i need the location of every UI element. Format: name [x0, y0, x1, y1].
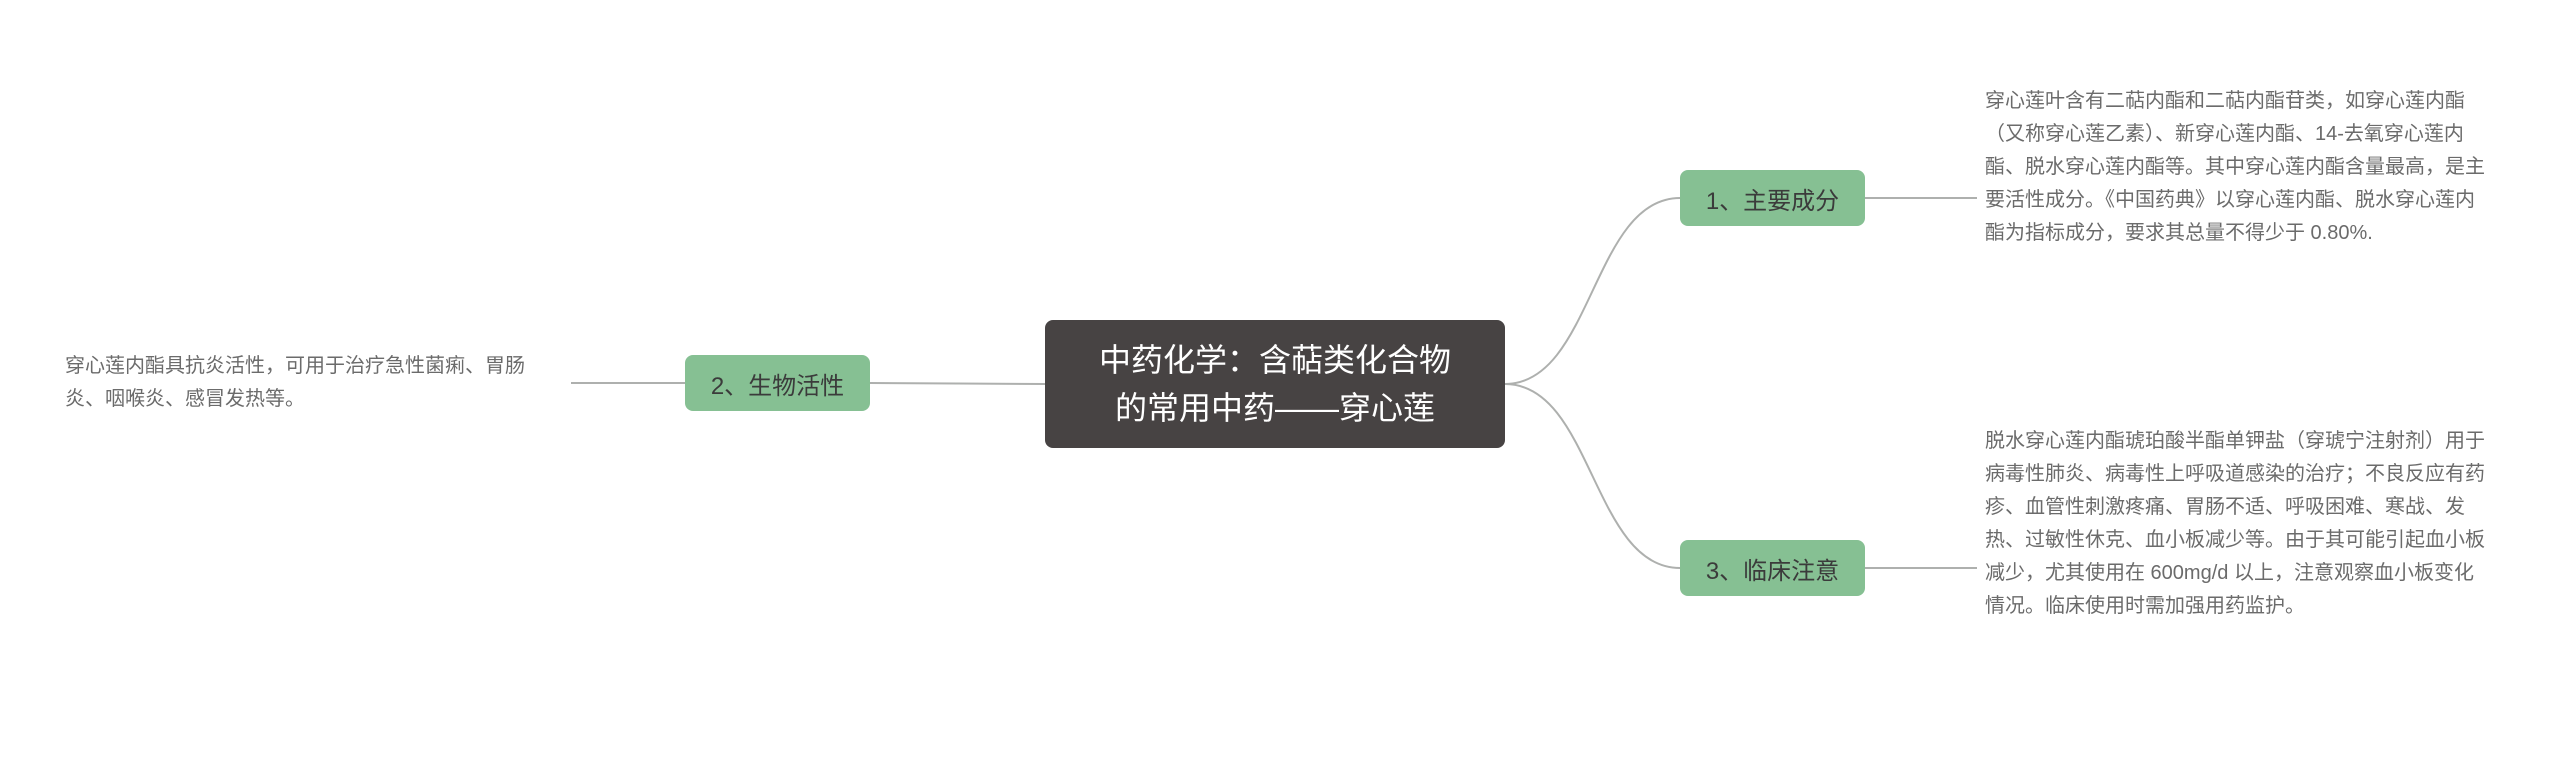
connector-root-b2 [870, 383, 1045, 384]
leaf-2: 穿心莲内酯具抗炎活性，可用于治疗急性菌痢、胃肠炎、咽喉炎、感冒发热等。 [65, 350, 563, 416]
branch-3-label: 3、临床注意 [1706, 551, 1839, 586]
branch-3: 3、临床注意 [1680, 540, 1865, 596]
mindmap-canvas: 中药化学：含萜类化合物 的常用中药——穿心莲 1、主要成分 2、生物活性 3、临… [0, 0, 2560, 779]
leaf-3-text: 脱水穿心莲内酯琥珀酸半酯单钾盐（穿琥宁注射剂）用于病毒性肺炎、病毒性上呼吸道感染… [1985, 430, 2485, 617]
root-line2: 的常用中药——穿心莲 [1099, 384, 1451, 432]
connector-root-b3 [1505, 384, 1680, 568]
leaf-2-text: 穿心莲内酯具抗炎活性，可用于治疗急性菌痢、胃肠炎、咽喉炎、感冒发热等。 [65, 355, 525, 410]
branch-2: 2、生物活性 [685, 355, 870, 411]
branch-1-label: 1、主要成分 [1706, 181, 1839, 216]
leaf-1-text: 穿心莲叶含有二萜内酯和二萜内酯苷类，如穿心莲内酯（又称穿心莲乙素）、新穿心莲内酯… [1985, 90, 2485, 244]
root-node: 中药化学：含萜类化合物 的常用中药——穿心莲 [1045, 320, 1505, 448]
leaf-1: 穿心莲叶含有二萜内酯和二萜内酯苷类，如穿心莲内酯（又称穿心莲乙素）、新穿心莲内酯… [1985, 85, 2490, 250]
leaf-3: 脱水穿心莲内酯琥珀酸半酯单钾盐（穿琥宁注射剂）用于病毒性肺炎、病毒性上呼吸道感染… [1985, 425, 2490, 623]
branch-2-label: 2、生物活性 [711, 366, 844, 401]
connector-root-b1 [1505, 198, 1680, 384]
root-line1: 中药化学：含萜类化合物 [1099, 336, 1451, 384]
branch-1: 1、主要成分 [1680, 170, 1865, 226]
